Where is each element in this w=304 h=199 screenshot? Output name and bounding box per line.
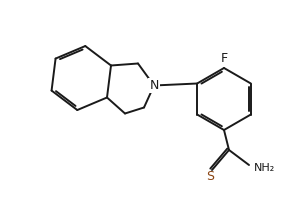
Text: NH₂: NH₂ (254, 163, 275, 173)
Text: S: S (206, 170, 214, 182)
Text: F: F (220, 53, 228, 65)
Text: N: N (149, 79, 159, 92)
